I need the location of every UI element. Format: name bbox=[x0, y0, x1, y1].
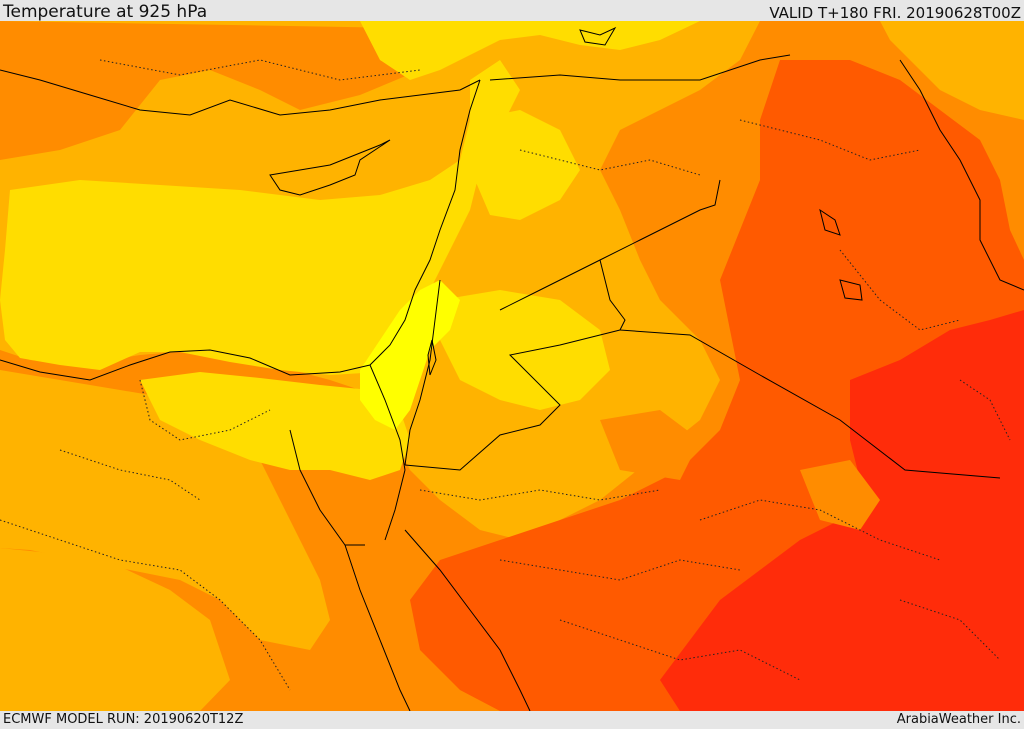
temp-field-light-sinai bbox=[140, 372, 410, 480]
valid-time: VALID T+180 FRI. 20190628T00Z bbox=[769, 4, 1021, 22]
temp-field-hottest bbox=[660, 310, 1024, 711]
temp-field-mid-west bbox=[0, 548, 230, 711]
temp-field-patch-2 bbox=[600, 410, 700, 480]
credit-text: ArabiaWeather Inc. bbox=[896, 712, 1021, 727]
temp-field-light-jordan bbox=[440, 290, 610, 410]
model-run: ECMWF MODEL RUN: 20190620T12Z bbox=[3, 712, 244, 727]
coastlines bbox=[0, 26, 1024, 711]
temp-field-mid-ne bbox=[880, 21, 1024, 120]
temp-field-light-med bbox=[0, 60, 520, 375]
temp-field-light-levant bbox=[470, 110, 580, 220]
top-bar: Temperature at 925 hPa VALID T+180 FRI. … bbox=[0, 0, 1024, 21]
map-title: Temperature at 925 hPa bbox=[3, 2, 208, 22]
internal-boundaries bbox=[0, 59, 1011, 691]
temp-field-light-north bbox=[360, 21, 700, 80]
bottom-bar: ECMWF MODEL RUN: 20190620T12Z ArabiaWeat… bbox=[0, 711, 1024, 729]
temperature-map bbox=[0, 21, 1024, 711]
map-canvas bbox=[0, 21, 1024, 711]
temp-field-patch-1 bbox=[800, 460, 880, 530]
temp-field-mid-egypt bbox=[0, 370, 330, 650]
